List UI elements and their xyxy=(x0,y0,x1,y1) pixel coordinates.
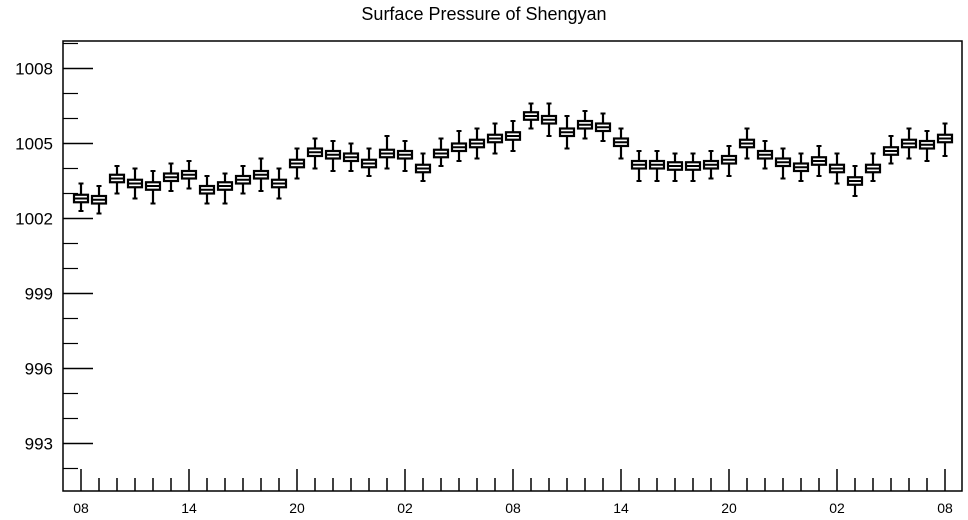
x-tick-label: 20 xyxy=(721,500,737,516)
box xyxy=(576,110,594,140)
y-tick-label: 1002 xyxy=(15,210,53,229)
box xyxy=(594,112,612,142)
box xyxy=(648,150,666,182)
box-series xyxy=(72,102,954,215)
box xyxy=(486,122,504,155)
x-axis: 08 14 20 02 08 14 20 02 08 xyxy=(73,469,953,516)
box xyxy=(810,145,828,177)
box xyxy=(108,165,126,195)
box xyxy=(342,142,360,172)
box xyxy=(900,127,918,160)
box xyxy=(702,150,720,180)
box xyxy=(180,160,198,190)
x-tick-label: 14 xyxy=(181,500,197,516)
box xyxy=(432,137,450,167)
box xyxy=(774,147,792,180)
box xyxy=(216,172,234,205)
x-tick-label: 14 xyxy=(613,500,629,516)
y-tick-label: 1008 xyxy=(15,60,53,79)
box xyxy=(360,147,378,177)
box xyxy=(144,170,162,205)
box xyxy=(756,140,774,170)
box xyxy=(90,185,108,215)
box xyxy=(198,175,216,205)
box xyxy=(378,135,396,170)
x-tick-label: 20 xyxy=(289,500,305,516)
box xyxy=(126,167,144,200)
box xyxy=(450,130,468,162)
box xyxy=(666,152,684,182)
box xyxy=(72,182,90,212)
x-tick-label: 08 xyxy=(505,500,521,516)
box xyxy=(414,152,432,182)
box xyxy=(234,165,252,195)
box xyxy=(504,120,522,152)
box xyxy=(522,102,540,130)
x-tick-label: 02 xyxy=(829,500,845,516)
box xyxy=(270,167,288,200)
box xyxy=(468,127,486,160)
x-tick-label: 02 xyxy=(397,500,413,516)
box xyxy=(720,145,738,177)
y-tick-label: 993 xyxy=(25,435,53,454)
x-tick-label: 08 xyxy=(937,500,953,516)
x-tick-label: 08 xyxy=(73,500,89,516)
box xyxy=(918,130,936,162)
chart-title: Surface Pressure of Shengyan xyxy=(361,4,607,24)
box xyxy=(612,127,630,160)
box xyxy=(630,150,648,182)
box xyxy=(306,137,324,170)
box xyxy=(846,165,864,197)
box xyxy=(288,147,306,180)
plot-frame xyxy=(62,40,963,492)
box xyxy=(828,152,846,185)
box xyxy=(396,140,414,172)
box xyxy=(792,152,810,182)
y-tick-label: 1005 xyxy=(15,135,53,154)
box xyxy=(936,122,954,157)
box xyxy=(324,140,342,172)
y-tick-label: 999 xyxy=(25,285,53,304)
box xyxy=(252,157,270,192)
box xyxy=(684,152,702,182)
box xyxy=(864,152,882,182)
y-axis: 993 996 999 1002 1005 1008 xyxy=(15,42,93,470)
box xyxy=(558,115,576,150)
box xyxy=(738,127,756,160)
box xyxy=(540,102,558,137)
y-tick-label: 996 xyxy=(25,360,53,379)
box xyxy=(882,135,900,165)
box xyxy=(162,162,180,192)
